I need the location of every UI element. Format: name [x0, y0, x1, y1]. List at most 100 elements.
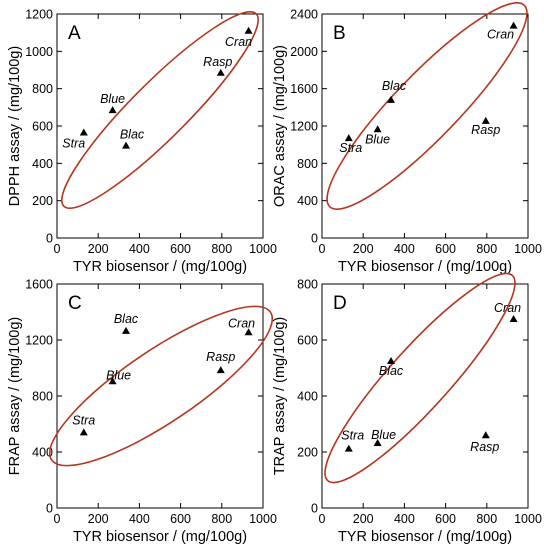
x-tick-label: 600	[435, 242, 456, 256]
point-label-rasp: Rasp	[470, 440, 499, 454]
y-tick-label: 1200	[25, 8, 53, 22]
point-label-cran: Cran	[487, 28, 514, 42]
y-tick-label: 0	[311, 502, 318, 516]
point-label-blue: Blue	[106, 368, 131, 382]
x-tick-label: 600	[170, 242, 191, 256]
data-point-stra	[344, 444, 353, 452]
data-point-cran	[509, 21, 518, 29]
x-tick-label: 200	[88, 512, 109, 526]
data-point-rasp	[216, 68, 225, 76]
panel-a: 0 200 400 600 800 1000 0 200 400 600 800 1000 1200 TY…	[7, 8, 277, 276]
point-label-stra: Stra	[72, 413, 95, 427]
y-tick-label: 0	[311, 232, 318, 246]
x-tick-label: 800	[476, 242, 497, 256]
y-tick-label: 400	[297, 390, 318, 404]
y-tick-label: 0	[46, 232, 53, 246]
y-tick-label: 600	[32, 120, 53, 134]
y-tick-label: 400	[297, 194, 318, 208]
y-tick-label: 1600	[25, 278, 53, 292]
x-axis-title: TYR biosensor / (mg/100g)	[73, 259, 247, 275]
panel-letter: D	[333, 293, 347, 314]
point-label-blac: Blac	[114, 312, 139, 326]
y-tick-label: 200	[297, 446, 318, 460]
y-tick-label: 1000	[25, 45, 53, 59]
y-tick-label: 400	[32, 157, 53, 171]
y-tick-label: 400	[32, 446, 53, 460]
point-label-stra: Stra	[341, 429, 364, 443]
data-point-cran	[244, 328, 253, 336]
x-tick-label: 200	[353, 242, 374, 256]
x-tick-label: 400	[129, 242, 150, 256]
point-label-cran: Cran	[494, 301, 521, 315]
point-label-cran: Cran	[225, 35, 252, 49]
point-label-stra: Stra	[62, 137, 85, 151]
point-label-blac: Blac	[382, 79, 407, 93]
panel-c: 0 200 400 600 800 1000 0 400 800 1200 1600 TYR bios…	[7, 278, 277, 546]
point-label-cran: Cran	[228, 316, 255, 330]
x-tick-label: 400	[394, 242, 415, 256]
panel-letter: B	[333, 23, 346, 44]
y-axis-title: TRAP assay / (mg/100g)	[272, 317, 288, 476]
y-tick-label: 2400	[290, 8, 318, 22]
x-tick-label: 1000	[249, 242, 277, 256]
data-point-rasp	[481, 431, 490, 439]
panel-letter: C	[68, 293, 82, 314]
cluster-ellipse	[326, 2, 528, 210]
x-tick-label: 200	[353, 512, 374, 526]
y-tick-label: 1200	[290, 120, 318, 134]
y-tick-label: 800	[297, 278, 318, 292]
data-point-stra	[344, 134, 353, 142]
x-tick-label: 400	[394, 512, 415, 526]
y-tick-label: 800	[32, 82, 53, 96]
y-tick-label: 2000	[290, 45, 318, 59]
data-point-blac	[387, 95, 396, 103]
x-tick-label: 1000	[249, 512, 277, 526]
x-tick-label: 800	[211, 242, 232, 256]
data-point-cran	[509, 315, 518, 322]
x-tick-label: 0	[319, 512, 326, 526]
point-label-rasp: Rasp	[203, 55, 232, 69]
x-tick-label: 600	[170, 512, 191, 526]
x-tick-label: 400	[129, 512, 150, 526]
x-axis-title: TYR biosensor / (mg/100g)	[338, 529, 512, 545]
y-tick-label: 800	[32, 390, 53, 404]
y-axis-title: ORAC assay / (mg/100g)	[272, 45, 288, 207]
data-point-stra	[79, 128, 88, 136]
x-tick-label: 600	[435, 512, 456, 526]
point-label-stra: Stra	[339, 141, 362, 155]
x-tick-label: 800	[476, 512, 497, 526]
y-tick-label: 800	[297, 157, 318, 171]
data-point-cran	[244, 26, 253, 34]
y-tick-label: 1200	[25, 334, 53, 348]
panel-letter: A	[68, 23, 81, 44]
x-axis-title: TYR biosensor / (mg/100g)	[338, 259, 512, 275]
data-point-rasp	[481, 116, 490, 124]
x-tick-label: 0	[54, 512, 61, 526]
data-point-blac	[122, 326, 131, 334]
x-tick-label: 0	[54, 242, 61, 256]
point-label-blue: Blue	[100, 92, 125, 106]
point-label-rasp: Rasp	[206, 350, 235, 364]
x-tick-label: 1000	[514, 512, 542, 526]
y-tick-label: 0	[46, 502, 53, 516]
point-label-blue: Blue	[365, 132, 390, 146]
y-tick-label: 200	[32, 194, 53, 208]
plot-frame	[321, 283, 529, 509]
panel-b: 0 200 400 600 800 1000 0 400 800 1200 1600 2000 2400…	[272, 2, 542, 275]
x-tick-label: 0	[319, 242, 326, 256]
data-point-blue	[108, 377, 117, 385]
y-axis-title: DPPH assay / (mg/100g)	[7, 46, 23, 206]
data-point-blue	[108, 106, 117, 114]
point-label-rasp: Rasp	[471, 123, 500, 137]
data-point-blue	[373, 439, 382, 447]
cluster-ellipse	[61, 11, 259, 209]
x-tick-label: 200	[88, 242, 109, 256]
x-tick-label: 1000	[514, 242, 542, 256]
point-label-blac: Blac	[379, 364, 404, 378]
x-axis-title: TYR biosensor / (mg/100g)	[73, 529, 247, 545]
point-label-blac: Blac	[120, 128, 145, 142]
data-point-rasp	[216, 366, 225, 374]
y-tick-label: 1600	[290, 82, 318, 96]
data-point-blac	[387, 357, 396, 364]
